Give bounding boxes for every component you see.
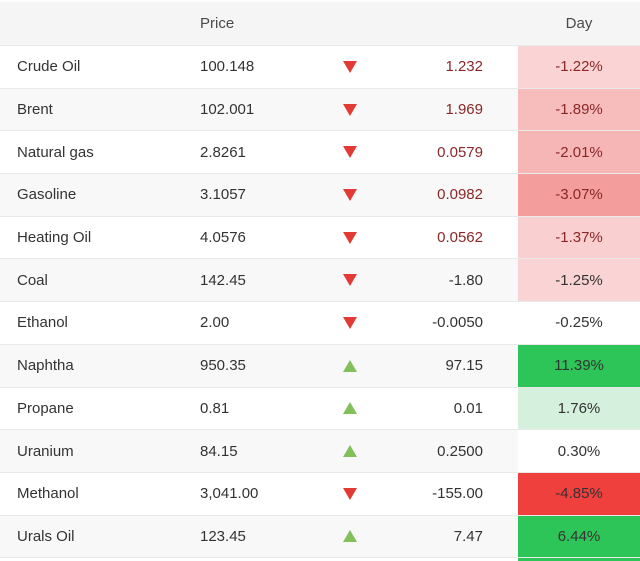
header-day: Day <box>565 15 593 32</box>
header-price: Price <box>200 15 235 32</box>
price-value: 142.45 <box>200 271 246 289</box>
price-value: 84.15 <box>200 442 238 460</box>
day-percent-cell: -3.07% <box>518 174 640 216</box>
change-value: -0.0050 <box>432 314 483 332</box>
price-value: 2.00 <box>200 314 230 332</box>
price-value: 100.148 <box>200 58 255 76</box>
price-value: 102.001 <box>200 101 255 119</box>
commodity-name[interactable]: Methanol <box>17 485 79 503</box>
price-value: 0.81 <box>200 399 230 417</box>
commodity-name[interactable]: Coal <box>17 271 48 289</box>
header-change-spacer <box>375 2 518 45</box>
table-row[interactable]: Brent 102.001 1.969 -1.89% <box>0 87 640 131</box>
day-percent-cell: -4.85% <box>518 472 640 515</box>
direction-arrow-icon <box>343 231 357 244</box>
direction-arrow-icon <box>343 188 357 201</box>
direction-arrow-icon <box>343 146 357 159</box>
change-value: 0.01 <box>453 399 483 417</box>
header-commodity <box>0 2 200 45</box>
change-value: -155.00 <box>432 485 483 503</box>
table-row[interactable]: Gasoline 3.1057 0.0982 -3.07% <box>0 173 640 216</box>
day-percent-cell: 1.76% <box>518 387 640 430</box>
commodity-name[interactable]: Naphtha <box>17 357 74 375</box>
commodity-name[interactable]: Uranium <box>17 442 74 460</box>
table-row[interactable]: Propane 0.81 0.01 1.76% <box>0 386 640 430</box>
change-value: -1.80 <box>448 271 483 289</box>
change-value: 7.47 <box>453 527 483 545</box>
table-row[interactable]: Naphtha 950.35 97.15 11.39% <box>0 343 640 387</box>
direction-arrow-icon <box>343 103 357 116</box>
table-row[interactable]: Ethanol 2.00 -0.0050 -0.25% <box>0 301 640 344</box>
price-value: 3,041.00 <box>200 485 259 503</box>
direction-arrow-icon <box>343 274 357 287</box>
change-value: 0.0579 <box>437 143 483 161</box>
day-percent-cell: -1.37% <box>518 216 640 259</box>
price-value: 4.0576 <box>200 229 246 247</box>
day-percent-cell: 6.44% <box>518 515 640 558</box>
commodity-name[interactable]: Heating Oil <box>17 229 92 247</box>
table-row[interactable]: Uranium 84.15 0.2500 0.30% <box>0 429 640 472</box>
direction-arrow-icon <box>343 60 357 73</box>
commodity-name[interactable]: Urals Oil <box>17 527 75 545</box>
day-percent-cell: -1.22% <box>518 46 640 88</box>
table-row[interactable]: Crude Oil 100.148 1.232 -1.22% <box>0 45 640 88</box>
change-value: 0.0982 <box>437 186 483 204</box>
price-value: 123.45 <box>200 527 246 545</box>
commodity-name[interactable]: Propane <box>17 399 74 417</box>
day-percent-cell: -0.25% <box>518 302 640 344</box>
table-row[interactable]: Methanol 3,041.00 -155.00 -4.85% <box>0 471 640 515</box>
change-value: 0.0562 <box>437 229 483 247</box>
table-row[interactable]: Urals Oil 123.45 7.47 6.44% <box>0 514 640 558</box>
day-percent-cell: 11.39% <box>518 344 640 387</box>
change-value: 0.2500 <box>437 442 483 460</box>
price-value: 3.1057 <box>200 186 246 204</box>
day-percent-cell: -1.89% <box>518 88 640 131</box>
commodity-name[interactable]: Brent <box>17 101 53 119</box>
table-row[interactable]: Natural gas 2.8261 0.0579 -2.01% <box>0 130 640 174</box>
direction-arrow-icon <box>343 402 357 415</box>
commodity-name[interactable]: Ethanol <box>17 314 68 332</box>
day-percent-cell: 0.30% <box>518 430 640 472</box>
commodity-name[interactable]: Crude Oil <box>17 58 81 76</box>
day-percent-cell: -1.25% <box>518 259 640 302</box>
direction-arrow-icon <box>343 530 357 543</box>
direction-arrow-icon <box>343 359 357 372</box>
change-value: 97.15 <box>445 357 483 375</box>
price-value: 950.35 <box>200 357 246 375</box>
commodity-name[interactable]: Natural gas <box>17 143 94 161</box>
change-value: 1.232 <box>445 58 483 76</box>
day-percent-cell: -2.01% <box>518 131 640 174</box>
direction-arrow-icon <box>343 487 357 500</box>
table-row[interactable]: Heating Oil 4.0576 0.0562 -1.37% <box>0 215 640 259</box>
table-row[interactable]: Coal 142.45 -1.80 -1.25% <box>0 258 640 302</box>
price-value: 2.8261 <box>200 143 246 161</box>
change-value: 1.969 <box>445 101 483 119</box>
day-percent-cell <box>518 558 640 561</box>
table-header-row: Price Day <box>0 2 640 45</box>
commodity-name[interactable]: Gasoline <box>17 186 77 204</box>
header-arrow-spacer <box>335 2 375 45</box>
table-row-partial <box>0 557 640 561</box>
direction-arrow-icon <box>343 445 357 458</box>
direction-arrow-icon <box>343 316 357 329</box>
